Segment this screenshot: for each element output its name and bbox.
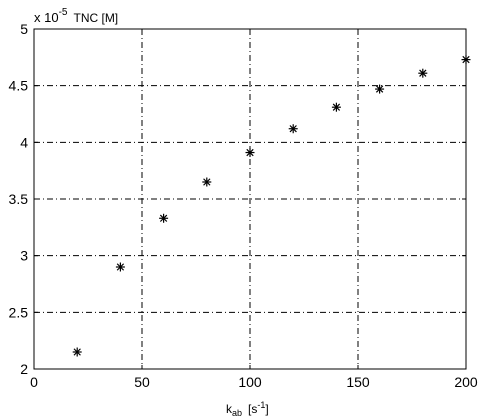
y-tick-label: 4.5 bbox=[9, 78, 29, 94]
data-point bbox=[202, 177, 212, 187]
axis-ticks: 0 50 100 150 200 2 2.5 3 3.5 4 4.5 5 bbox=[9, 21, 478, 390]
y-tick-label: 3 bbox=[20, 248, 28, 264]
y-tick-label: 2 bbox=[20, 361, 28, 377]
y-scale-prefix: x 10 bbox=[34, 10, 59, 25]
x-label-main: k bbox=[226, 402, 233, 416]
y-tick-label: 5 bbox=[20, 21, 28, 37]
x-label-unit-exponent: -1 bbox=[257, 400, 265, 410]
data-point bbox=[159, 213, 169, 223]
x-tick-label: 50 bbox=[134, 374, 150, 390]
y-tick-label: 3.5 bbox=[9, 191, 29, 207]
data-point bbox=[72, 347, 82, 357]
y-tick-label: 4 bbox=[20, 134, 28, 150]
x-label-subscript: ab bbox=[232, 408, 242, 418]
data-point bbox=[418, 68, 428, 78]
data-point bbox=[461, 55, 471, 65]
data-point bbox=[331, 102, 341, 112]
x-label-unit-suffix: ] bbox=[265, 402, 268, 416]
data-point bbox=[375, 84, 385, 94]
x-tick-label: 100 bbox=[238, 374, 262, 390]
y-scale-label: x 10-5 TNC [M] bbox=[34, 7, 118, 25]
data-points bbox=[72, 55, 471, 357]
data-point bbox=[288, 124, 298, 134]
data-point bbox=[245, 148, 255, 158]
data-point bbox=[115, 262, 125, 272]
x-tick-label: 0 bbox=[30, 374, 38, 390]
x-tick-label: 200 bbox=[454, 374, 478, 390]
y-scale-quantity: TNC [M] bbox=[73, 11, 118, 25]
x-tick-label: 150 bbox=[346, 374, 370, 390]
x-label-unit-prefix: [s bbox=[248, 402, 257, 416]
grid-lines bbox=[34, 29, 466, 369]
x-axis-label: kab [s-1] bbox=[226, 400, 269, 418]
y-tick-label: 2.5 bbox=[9, 304, 29, 320]
y-scale-exponent: -5 bbox=[59, 7, 68, 18]
